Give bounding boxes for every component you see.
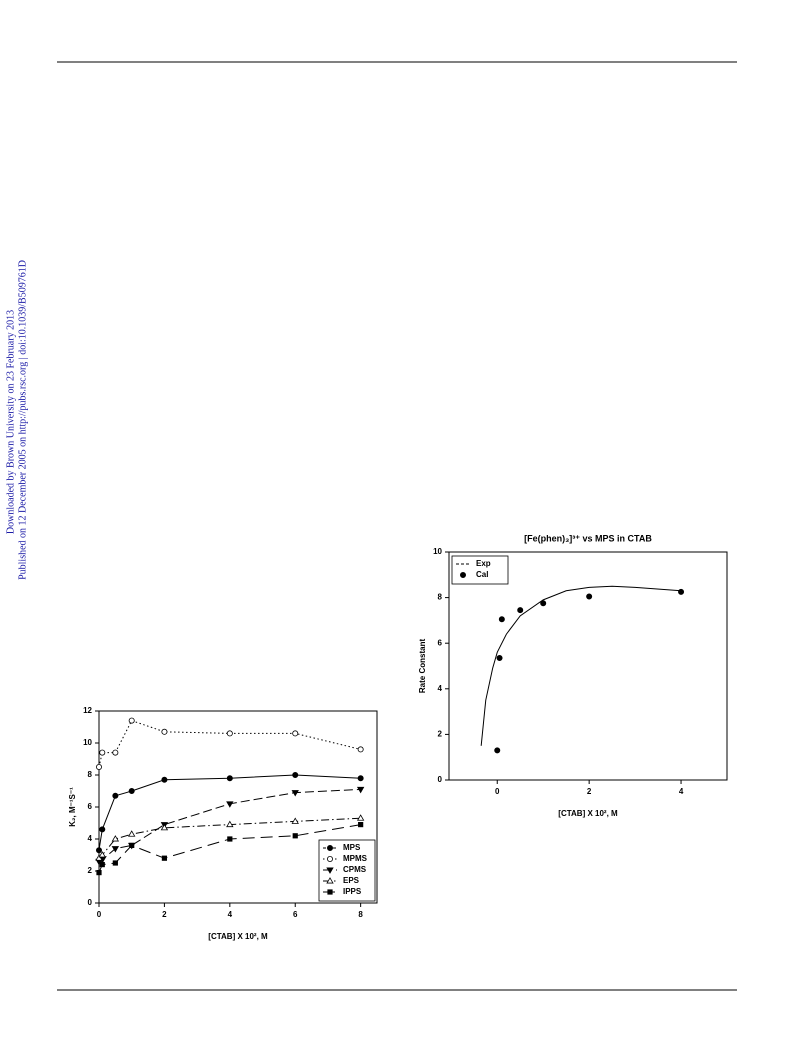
- marker: [98, 851, 106, 858]
- legend-label: MPMS: [343, 854, 368, 863]
- marker: [128, 830, 136, 837]
- y-tick-label: 4: [438, 684, 443, 693]
- marker: [292, 772, 299, 779]
- legend-marker: [326, 856, 333, 863]
- marker: [111, 835, 120, 842]
- marker: [112, 749, 119, 756]
- marker: [96, 870, 102, 876]
- y-tick-label: 0: [88, 898, 93, 907]
- legend-label: Exp: [476, 559, 491, 568]
- marker: [99, 749, 106, 756]
- marker: [357, 746, 364, 753]
- marker: [128, 717, 135, 724]
- chart-title: [Fe(phen)₃]³⁺ vs MPS in CTAB: [524, 533, 652, 543]
- marker: [517, 607, 524, 614]
- marker: [111, 846, 120, 853]
- marker: [112, 792, 119, 799]
- marker: [129, 842, 135, 848]
- legend-box: [451, 555, 509, 585]
- x-tick-label: 4: [228, 910, 233, 919]
- legend-label: Cal: [476, 570, 488, 579]
- side-note: Published on 12 December 2005 on http://…: [17, 260, 28, 580]
- marker: [291, 790, 299, 797]
- marker: [112, 860, 118, 866]
- marker: [160, 823, 169, 831]
- legend-label: CPMS: [343, 865, 367, 874]
- legend-label: IPPS: [343, 887, 362, 896]
- y-axis-label: K₂, M⁻¹S⁻¹: [68, 787, 77, 827]
- marker: [292, 833, 298, 839]
- y-tick-label: 10: [433, 547, 442, 556]
- marker: [292, 730, 299, 737]
- marker: [678, 588, 685, 595]
- marker: [291, 817, 299, 824]
- marker: [586, 593, 593, 600]
- marker: [96, 847, 103, 854]
- marker: [540, 600, 547, 607]
- series-line: [98, 774, 361, 851]
- x-axis-label: [CTAB] X 10², M: [558, 809, 618, 818]
- legend-label: EPS: [343, 876, 360, 885]
- marker: [356, 786, 365, 794]
- x-tick-label: 0: [97, 910, 102, 919]
- marker: [226, 775, 233, 782]
- series-line: [98, 817, 361, 859]
- marker: [358, 822, 364, 828]
- series-line: [480, 585, 682, 746]
- y-tick-label: 12: [83, 706, 92, 715]
- series-line: [98, 719, 361, 768]
- y-tick-label: 6: [88, 802, 93, 811]
- marker: [498, 616, 505, 623]
- y-tick-label: 10: [83, 738, 92, 747]
- marker: [161, 776, 168, 783]
- legend-marker: [327, 889, 333, 895]
- y-tick-label: 0: [438, 775, 443, 784]
- plot-frame: [448, 551, 728, 781]
- y-tick-label: 6: [438, 638, 443, 647]
- x-tick-label: 2: [587, 787, 592, 796]
- legend-marker: [326, 867, 334, 874]
- marker: [357, 775, 364, 782]
- marker: [95, 854, 103, 861]
- x-tick-label: 2: [162, 910, 167, 919]
- y-tick-label: 2: [438, 730, 443, 739]
- y-tick-label: 2: [88, 866, 93, 875]
- marker: [99, 826, 106, 833]
- marker: [496, 655, 503, 662]
- legend-marker: [459, 572, 466, 579]
- legend-marker: [326, 877, 334, 884]
- legend-marker: [326, 845, 333, 852]
- y-axis-label: Rate Constant: [418, 639, 427, 694]
- legend-label: MPS: [343, 843, 361, 852]
- marker: [226, 801, 234, 808]
- marker: [96, 764, 103, 771]
- marker: [128, 788, 135, 795]
- x-tick-label: 6: [293, 910, 298, 919]
- side-note: Downloaded by Brown University on 23 Feb…: [5, 310, 16, 534]
- marker: [494, 747, 501, 754]
- marker: [226, 730, 233, 737]
- y-tick-label: 8: [438, 593, 443, 602]
- marker: [356, 814, 365, 821]
- marker: [161, 728, 168, 735]
- y-tick-label: 4: [88, 834, 93, 843]
- y-tick-label: 8: [88, 770, 93, 779]
- marker: [226, 820, 234, 828]
- marker: [161, 855, 168, 861]
- marker: [99, 862, 105, 868]
- x-tick-label: 8: [358, 910, 363, 919]
- marker: [227, 836, 233, 842]
- x-tick-label: 0: [495, 787, 500, 796]
- x-axis-label: [CTAB] X 10², M: [208, 932, 268, 941]
- x-tick-label: 4: [679, 787, 684, 796]
